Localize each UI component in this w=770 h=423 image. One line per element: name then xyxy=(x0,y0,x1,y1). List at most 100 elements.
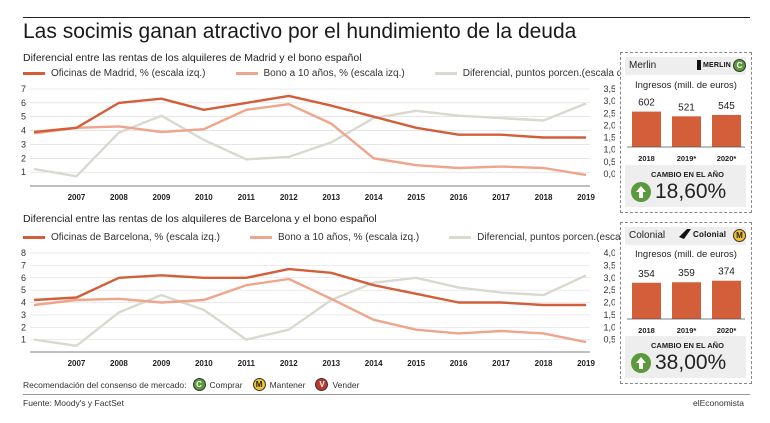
y-tick-left: 5 xyxy=(21,112,26,122)
chart2-title: Diferencial entre las rentas de los alqu… xyxy=(23,213,377,225)
colonial-income-bars: 354 2018 359 2019* 374 2020* xyxy=(627,267,745,334)
series-line-1 xyxy=(33,267,586,307)
logo-text: Colonial xyxy=(693,229,727,239)
top-rule xyxy=(23,17,750,18)
bar-year-label: 2020* xyxy=(717,154,737,163)
income-label: Ingresos (mill. de euros) xyxy=(635,80,737,91)
y-tick-left: 1 xyxy=(21,335,26,345)
bar-value-label: 545 xyxy=(718,101,735,112)
y-tick-right: 3,5 xyxy=(603,260,615,270)
y-tick-right: 3,0 xyxy=(603,273,615,283)
series-line-3 xyxy=(33,274,587,348)
change-label: CAMBIO EN EL AÑO xyxy=(651,341,724,350)
legend-swatch xyxy=(235,72,258,75)
legend-item: Bono a 10 años, % (escala izq.) xyxy=(235,68,405,79)
series-line-1 xyxy=(33,94,586,139)
legend-label: Bono a 10 años, % (escala izq.) xyxy=(263,68,405,79)
y-tick-right: 0,5 xyxy=(603,335,615,345)
y-tick-right: 1,5 xyxy=(603,133,615,143)
y-tick-right: 2,5 xyxy=(603,285,615,295)
x-tick-label: 2019 xyxy=(577,193,595,202)
bar-value-label: 374 xyxy=(718,267,735,278)
logo-text: MERLIN xyxy=(703,61,732,69)
logo-mark-icon xyxy=(697,60,701,70)
legend-swatch xyxy=(449,236,472,239)
legend-item: Diferencial, puntos porcen.(escala dcha.… xyxy=(434,68,645,79)
y-tick-right: 1,0 xyxy=(603,145,615,155)
x-tick-label: 2018 xyxy=(535,193,553,202)
bar-year-label: 2018 xyxy=(638,154,655,163)
chart1-legend: Oficinas de Madrid, % (escala izq.) Bono… xyxy=(23,68,644,79)
colonial-logo: Colonial xyxy=(679,229,726,239)
y-tick-left: 2 xyxy=(21,322,26,332)
x-tick-label: 2009 xyxy=(152,359,170,368)
y-tick-left: 8 xyxy=(21,248,26,258)
change-value: 18,60% xyxy=(655,180,727,203)
x-tick-label: 2014 xyxy=(365,359,383,368)
panel-company-name: Merlin xyxy=(629,60,657,71)
x-tick-label: 2015 xyxy=(407,193,425,202)
x-tick-label: 2011 xyxy=(238,193,256,202)
y-tick-right: 2,0 xyxy=(603,298,615,308)
logo-mark-icon xyxy=(679,229,691,239)
x-tick-label: 2019 xyxy=(577,359,595,368)
sell-label: Vender xyxy=(332,379,360,390)
legend-swatch xyxy=(434,72,457,75)
y-tick-right: 0,0 xyxy=(603,169,615,179)
legend-swatch xyxy=(249,236,272,239)
panel-header xyxy=(625,57,746,75)
x-tick-label: 2008 xyxy=(110,193,128,202)
y-tick-left: 4 xyxy=(21,298,26,308)
panel-company-name: Colonial xyxy=(629,230,666,241)
chart2-legend: Oficinas de Barcelona, % (escala izq.) B… xyxy=(23,232,659,243)
y-tick-left: 6 xyxy=(21,98,26,108)
income-bar xyxy=(632,111,661,147)
x-tick-label: 2008 xyxy=(110,359,128,368)
recommendation-legend: Recomendación del consenso de mercado: C… xyxy=(23,378,359,391)
hold-label: Mantener xyxy=(269,379,306,390)
x-tick-label: 2012 xyxy=(280,359,298,368)
x-tick-label: 2007 xyxy=(68,193,86,202)
x-tick-label: 2017 xyxy=(492,193,510,202)
legend-item: Oficinas de Madrid, % (escala izq.) xyxy=(23,68,206,79)
footer-rule xyxy=(23,394,750,395)
legend-item: Bono a 10 años, % (escala izq.) xyxy=(249,232,419,243)
y-tick-right: 3,0 xyxy=(603,96,615,106)
buy-label: Comprar xyxy=(209,379,243,390)
x-tick-label: 2007 xyxy=(68,359,86,368)
legend-label: Diferencial, puntos porcen.(escala dcha.… xyxy=(477,232,659,243)
series-line-3 xyxy=(33,102,587,178)
bar-year-label: 2018 xyxy=(638,326,655,334)
y-tick-left: 6 xyxy=(21,273,26,283)
change-value: 38,00% xyxy=(655,351,727,374)
legend-label: Oficinas de Barcelona, % (escala izq.) xyxy=(51,232,220,243)
x-tick-label: 2018 xyxy=(535,359,553,368)
y-tick-right: 2,0 xyxy=(603,120,615,130)
recommendation-badge-icon: M xyxy=(733,229,746,242)
legend-swatch xyxy=(23,72,45,75)
x-tick-label: 2009 xyxy=(152,193,170,202)
recommendation-label: Recomendación del consenso de mercado: xyxy=(23,379,187,390)
y-tick-right: 0,5 xyxy=(603,157,615,167)
colonial-panel: Colonial Colonial M Ingresos (mill. de e… xyxy=(620,222,752,384)
x-tick-label: 2010 xyxy=(195,359,213,368)
y-tick-left: 1 xyxy=(21,167,26,177)
income-label: Ingresos (mill. de euros) xyxy=(635,249,737,260)
merlin-logo: MERLIN xyxy=(697,60,731,70)
y-tick-right: 3,5 xyxy=(603,84,615,94)
y-tick-left: 7 xyxy=(21,260,26,270)
bar-year-label: 2020* xyxy=(717,326,737,334)
legend-label: Diferencial, puntos porcen.(escala dcha.… xyxy=(462,68,645,79)
chart2-plot: 1 2 3 4 5 6 7 8 0,5 1,0 1,5 2,0 2,5 3,0 3,5 4,0 2007 2008… xyxy=(21,248,615,368)
x-tick-label: 2016 xyxy=(450,193,468,202)
recommendation-badge-icon: C xyxy=(733,59,746,72)
legend-item: Diferencial, puntos porcen.(escala dcha.… xyxy=(449,232,659,243)
bar-value-label: 359 xyxy=(678,268,695,279)
y-tick-left: 3 xyxy=(21,310,26,320)
x-tick-label: 2015 xyxy=(407,359,425,368)
y-tick-left: 5 xyxy=(21,285,26,295)
bar-value-label: 521 xyxy=(678,102,695,113)
arrow-up-icon xyxy=(631,353,651,373)
x-tick-label: 2011 xyxy=(238,359,256,368)
arrow-up-icon xyxy=(631,182,651,202)
